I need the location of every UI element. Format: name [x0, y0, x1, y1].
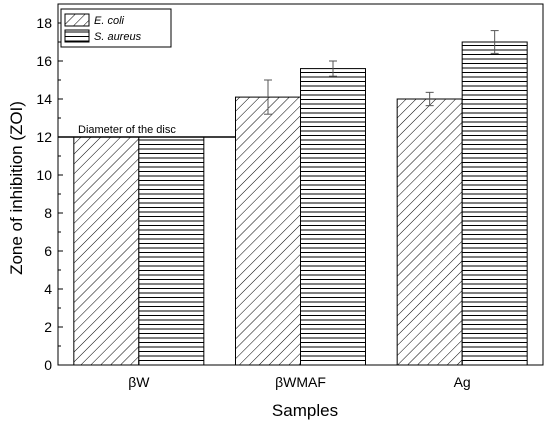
y-tick-label-3: 6: [44, 243, 52, 259]
x-tick-label-0: βW: [128, 374, 150, 390]
y-tick-label-6: 12: [36, 129, 52, 145]
y-tick-label-4: 8: [44, 205, 52, 221]
x-axis-title: Samples: [272, 401, 338, 420]
y-tick-label-1: 2: [44, 319, 52, 335]
legend-label-0: E. coli: [94, 15, 125, 27]
x-tick-label-2: Ag: [454, 374, 471, 390]
bar-1-2: [461, 41, 528, 366]
bar-1-1: [300, 68, 366, 366]
bar-1-0: [138, 136, 205, 366]
reference-line-label: Diameter of the disc: [78, 124, 176, 136]
y-tick-label-9: 18: [36, 15, 52, 31]
bar-0-1: [235, 96, 301, 366]
y-tick-label-2: 4: [44, 281, 52, 297]
x-tick-label-1: βWMAF: [275, 374, 326, 390]
y-tick-label-7: 14: [36, 91, 52, 107]
y-axis-title: Zone of inhibition (ZOI): [7, 101, 26, 275]
legend-swatch-1: [64, 29, 90, 43]
legend-label-1: S. aureus: [94, 31, 142, 43]
legend: E. coli S. aureus: [60, 8, 172, 48]
plot-area: Diameter of the disc 0 2 4 6 8 10 12 14 16 18 βW βWM…: [36, 3, 544, 390]
bar-0-0: [73, 136, 140, 366]
y-tick-label-5: 10: [36, 167, 52, 183]
legend-swatch-0: [64, 13, 90, 27]
y-tick-label-8: 16: [36, 53, 52, 69]
y-tick-label-0: 0: [44, 357, 52, 373]
bar-0-2: [396, 98, 463, 366]
